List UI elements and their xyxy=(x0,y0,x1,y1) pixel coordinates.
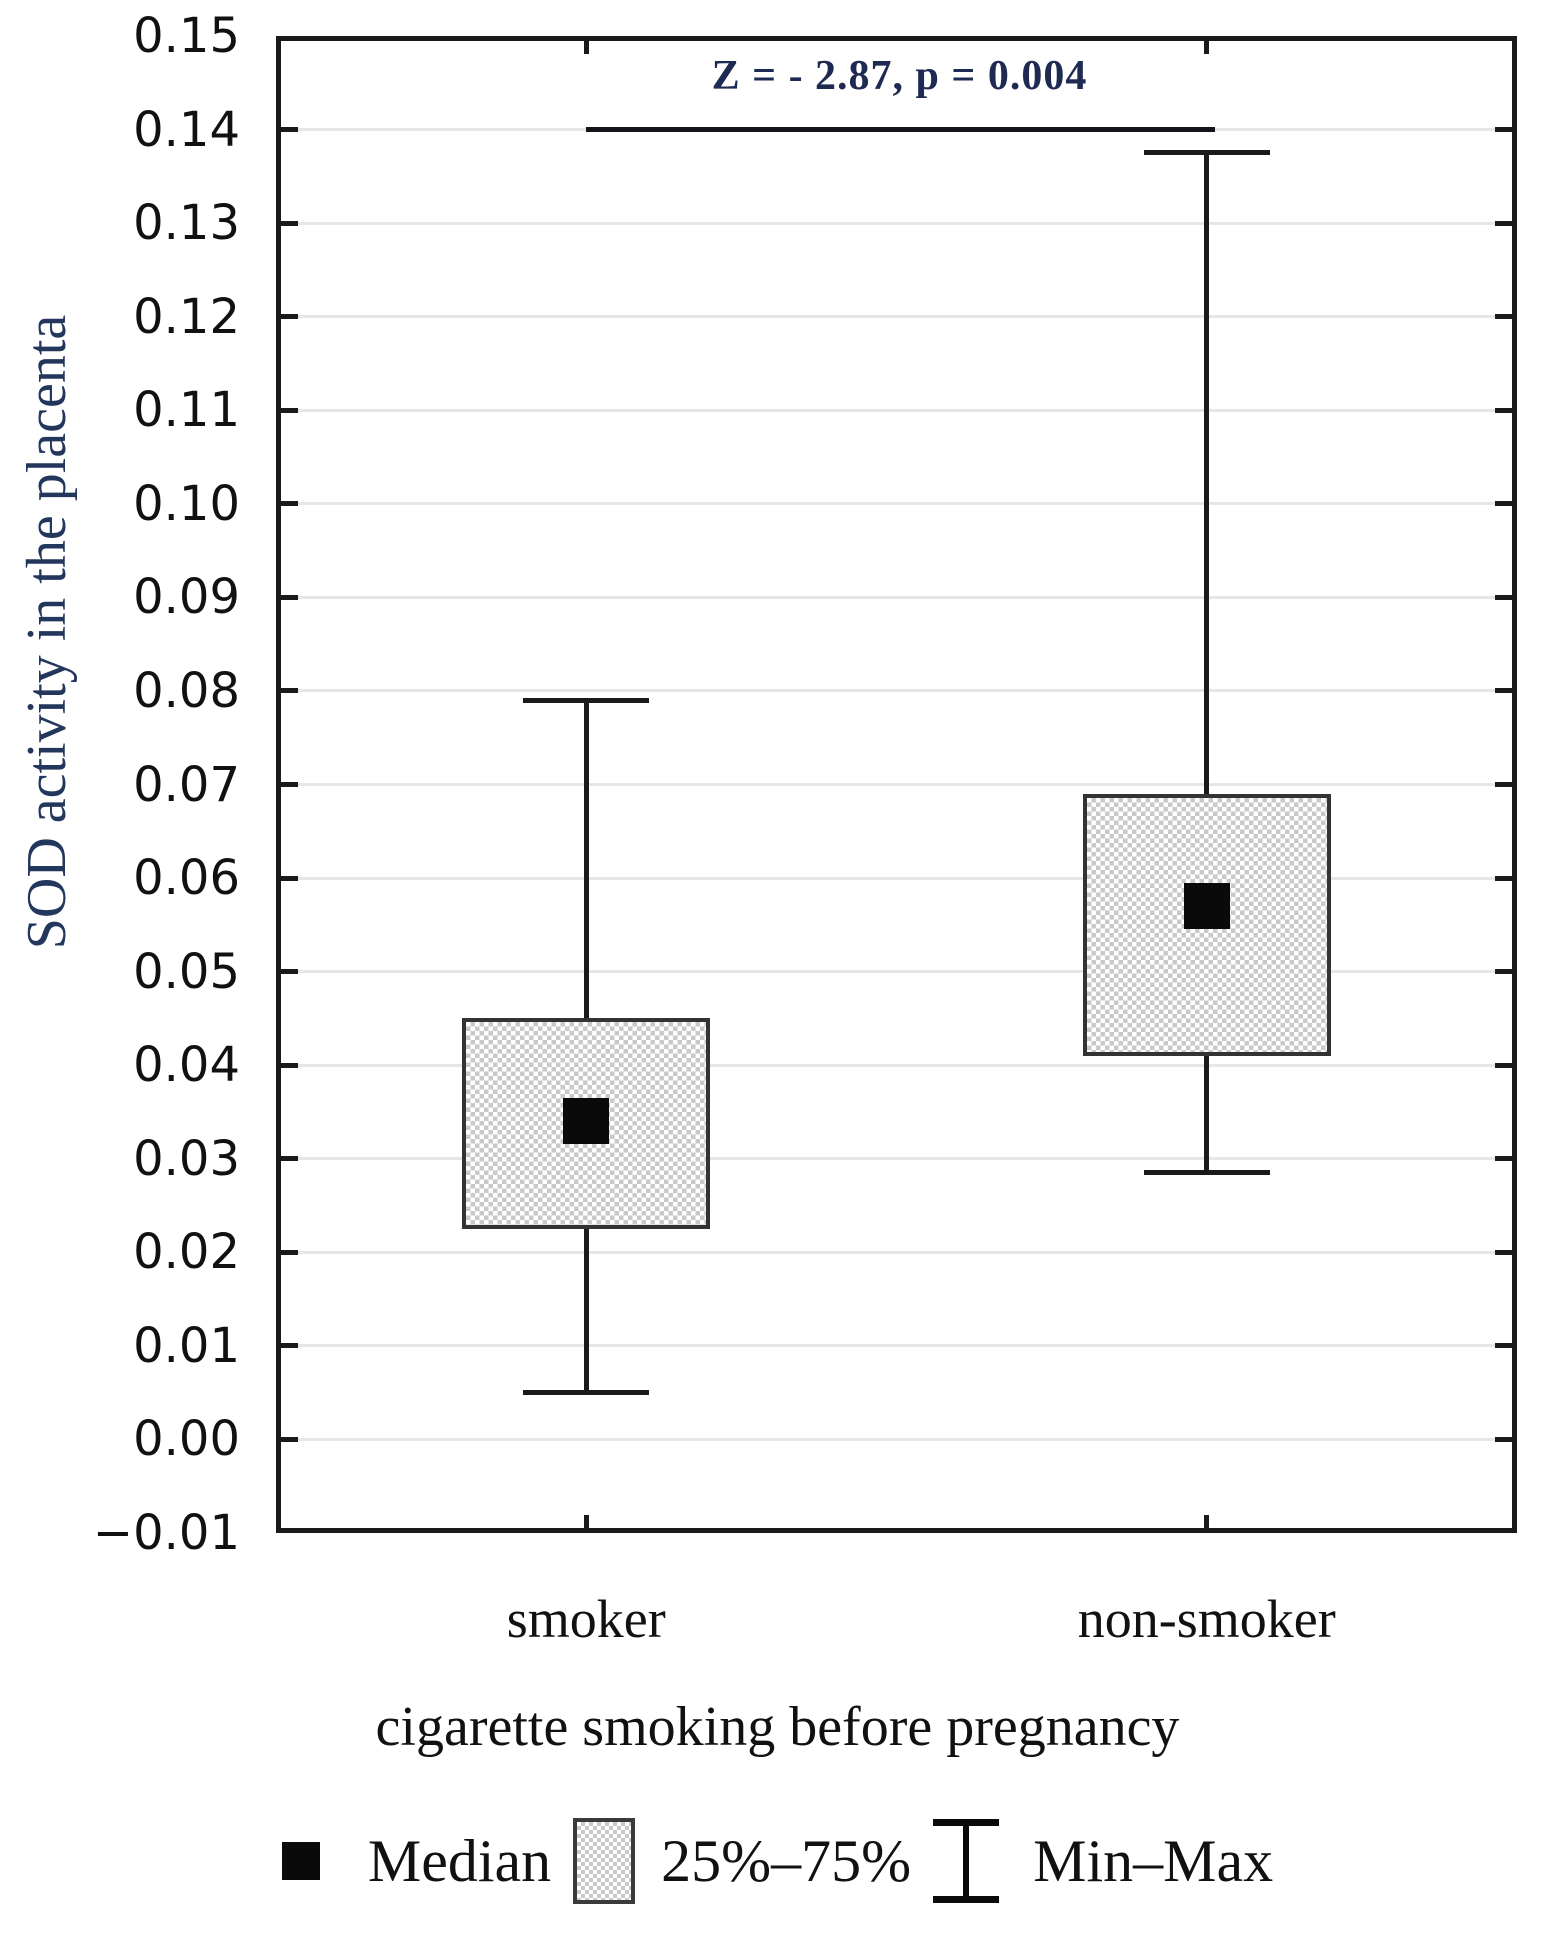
y-tick-label: 0.15 xyxy=(133,8,240,64)
x-tick-mark xyxy=(583,1515,589,1533)
y-tick-label: 0.08 xyxy=(133,662,240,719)
legend-label-iqr: 25%–75% xyxy=(661,1827,912,1894)
gridline xyxy=(276,783,1517,786)
y-tick-mark xyxy=(276,1062,298,1068)
y-tick-label: −0.01 xyxy=(92,1505,240,1561)
x-tick-mark xyxy=(1204,1515,1210,1533)
x-category-label: non-smoker xyxy=(1077,1589,1336,1649)
y-tick-mark xyxy=(1495,875,1517,881)
y-tick-mark xyxy=(1495,1062,1517,1068)
gridline xyxy=(276,221,1517,225)
y-tick-label: 0.00 xyxy=(133,1411,240,1468)
min-whisker-cap xyxy=(1143,1170,1270,1176)
significance-annotation: Z = - 2.87, p = 0.004 xyxy=(711,53,1088,99)
y-tick-mark xyxy=(276,1343,298,1349)
y-tick-label: 0.03 xyxy=(133,1130,240,1187)
y-tick-label: 0.07 xyxy=(133,756,240,813)
x-category-label: smoker xyxy=(506,1589,666,1649)
gridline xyxy=(276,1437,1517,1441)
median-square-icon xyxy=(281,1842,320,1880)
gridline xyxy=(276,1344,1517,1348)
y-tick-mark xyxy=(1495,1156,1517,1162)
gridline xyxy=(276,689,1517,693)
x-axis-title: cigarette smoking before pregnancy xyxy=(375,1696,1180,1758)
significance-bracket-line xyxy=(586,127,1215,133)
gridline xyxy=(276,876,1517,880)
y-tick-mark xyxy=(1495,594,1517,600)
y-tick-label: 0.10 xyxy=(133,475,240,532)
y-tick-label: 0.12 xyxy=(133,288,240,345)
max-whisker-cap xyxy=(523,697,650,703)
iqr-box-icon xyxy=(573,1818,636,1904)
y-tick-label: 0.09 xyxy=(133,569,240,626)
y-tick-label: 0.14 xyxy=(133,101,240,158)
median-marker xyxy=(1183,883,1230,930)
y-tick-mark xyxy=(1495,314,1517,320)
gridline xyxy=(276,315,1517,319)
median-marker xyxy=(563,1098,610,1145)
max-whisker-cap xyxy=(1143,150,1270,156)
y-tick-label: 0.13 xyxy=(133,195,240,252)
y-tick-mark xyxy=(276,688,298,694)
y-tick-mark xyxy=(276,1436,298,1442)
y-tick-mark xyxy=(276,127,298,133)
gridline xyxy=(276,1063,1517,1067)
plot-area xyxy=(276,36,1517,1533)
y-tick-mark xyxy=(276,782,298,787)
y-tick-label: 0.11 xyxy=(133,382,240,439)
legend: Median 25%–75% Min–Max xyxy=(0,1818,1555,1904)
y-tick-label: 0.05 xyxy=(133,943,240,1000)
gridline xyxy=(276,1250,1517,1254)
min-whisker-cap xyxy=(523,1390,650,1396)
y-tick-mark xyxy=(276,220,298,226)
y-tick-mark xyxy=(1495,501,1517,507)
y-tick-mark xyxy=(1495,127,1517,133)
gridline xyxy=(276,595,1517,599)
y-tick-mark xyxy=(1495,688,1517,694)
y-tick-mark xyxy=(1495,407,1517,413)
y-tick-label: 0.01 xyxy=(133,1317,240,1374)
y-tick-mark xyxy=(1495,1249,1517,1255)
legend-label-minmax: Min–Max xyxy=(1033,1827,1274,1894)
y-tick-mark xyxy=(1495,1436,1517,1442)
y-tick-label: 0.06 xyxy=(133,850,240,907)
y-tick-mark xyxy=(276,875,298,881)
y-tick-labels: 0.15 0.14 0.13 0.12 0.11 0.10 0.09 0.08 0.07 0.06… xyxy=(0,0,240,1945)
y-tick-mark xyxy=(276,407,298,413)
y-tick-mark xyxy=(1495,1343,1517,1349)
x-tick-mark xyxy=(1204,36,1210,54)
legend-label-median: Median xyxy=(367,1827,552,1894)
y-tick-label: 0.04 xyxy=(133,1037,240,1094)
gridline xyxy=(276,1157,1517,1161)
y-tick-mark xyxy=(1495,220,1517,226)
gridline xyxy=(276,970,1517,974)
whisker-line xyxy=(1204,152,1210,1173)
x-tick-mark xyxy=(583,36,589,54)
y-tick-mark xyxy=(276,1156,298,1162)
y-tick-label: 0.02 xyxy=(133,1224,240,1281)
y-tick-mark xyxy=(276,969,298,975)
y-tick-mark xyxy=(1495,782,1517,787)
y-tick-mark xyxy=(1495,969,1517,975)
y-tick-mark xyxy=(276,1249,298,1255)
min-max-whisker-icon xyxy=(933,1819,1000,1903)
gridline xyxy=(276,502,1517,506)
y-tick-mark xyxy=(276,501,298,507)
gridline xyxy=(276,408,1517,412)
y-tick-mark xyxy=(276,594,298,600)
y-tick-mark xyxy=(276,314,298,320)
